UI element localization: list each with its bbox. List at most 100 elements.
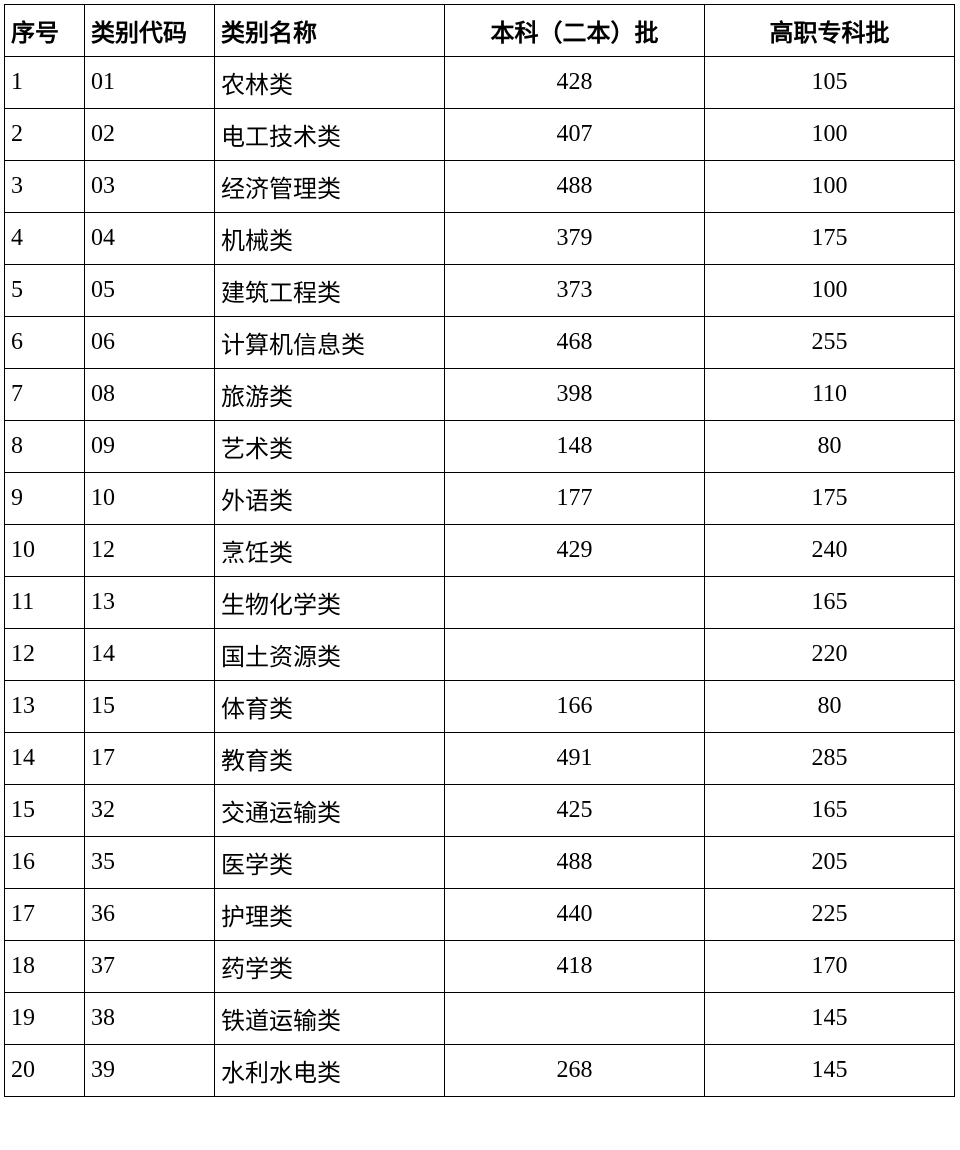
table-row: 809艺术类14880 (5, 421, 955, 473)
cell-gz: 175 (705, 213, 955, 265)
cell-code: 03 (85, 161, 215, 213)
table-row: 1315体育类16680 (5, 681, 955, 733)
cell-gz: 205 (705, 837, 955, 889)
table-body: 101农林类428105202电工技术类407100303经济管理类488100… (5, 57, 955, 1097)
cell-code: 37 (85, 941, 215, 993)
cell-name: 水利水电类 (215, 1045, 445, 1097)
table-row: 1532交通运输类425165 (5, 785, 955, 837)
cell-seq: 14 (5, 733, 85, 785)
cell-code: 35 (85, 837, 215, 889)
col-header-gz: 高职专科批 (705, 5, 955, 57)
cell-seq: 6 (5, 317, 85, 369)
table-row: 1635医学类488205 (5, 837, 955, 889)
cell-bk: 429 (445, 525, 705, 577)
cell-seq: 2 (5, 109, 85, 161)
col-header-code: 类别代码 (85, 5, 215, 57)
cell-name: 农林类 (215, 57, 445, 109)
cell-gz: 225 (705, 889, 955, 941)
col-header-name: 类别名称 (215, 5, 445, 57)
table-row: 1214国土资源类 220 (5, 629, 955, 681)
table-row: 1938铁道运输类145 (5, 993, 955, 1045)
cell-gz: 100 (705, 161, 955, 213)
cell-bk: 177 (445, 473, 705, 525)
cell-name: 建筑工程类 (215, 265, 445, 317)
cell-name: 经济管理类 (215, 161, 445, 213)
table-row: 1837药学类418170 (5, 941, 955, 993)
cell-code: 15 (85, 681, 215, 733)
cell-seq: 20 (5, 1045, 85, 1097)
cell-gz: 285 (705, 733, 955, 785)
cell-code: 39 (85, 1045, 215, 1097)
col-header-seq: 序号 (5, 5, 85, 57)
cell-code: 04 (85, 213, 215, 265)
cell-bk: 268 (445, 1045, 705, 1097)
cell-seq: 9 (5, 473, 85, 525)
cell-code: 36 (85, 889, 215, 941)
cell-bk (445, 993, 705, 1045)
cell-seq: 3 (5, 161, 85, 213)
cell-bk: 491 (445, 733, 705, 785)
cell-name: 交通运输类 (215, 785, 445, 837)
table-row: 1012烹饪类429240 (5, 525, 955, 577)
cell-name: 教育类 (215, 733, 445, 785)
cell-gz: 165 (705, 577, 955, 629)
table-row: 303经济管理类488100 (5, 161, 955, 213)
cell-name: 医学类 (215, 837, 445, 889)
table-row: 1417教育类491285 (5, 733, 955, 785)
cell-code: 05 (85, 265, 215, 317)
cell-seq: 18 (5, 941, 85, 993)
cell-bk: 488 (445, 837, 705, 889)
cell-code: 09 (85, 421, 215, 473)
cell-gz: 105 (705, 57, 955, 109)
cell-code: 02 (85, 109, 215, 161)
cell-seq: 7 (5, 369, 85, 421)
cell-seq: 16 (5, 837, 85, 889)
cell-bk: 428 (445, 57, 705, 109)
cell-bk: 148 (445, 421, 705, 473)
cell-bk: 379 (445, 213, 705, 265)
cell-gz: 145 (705, 1045, 955, 1097)
cell-code: 13 (85, 577, 215, 629)
cell-bk (445, 629, 705, 681)
cell-code: 10 (85, 473, 215, 525)
cell-seq: 5 (5, 265, 85, 317)
table-row: 1736护理类440225 (5, 889, 955, 941)
cell-gz: 170 (705, 941, 955, 993)
cell-gz: 240 (705, 525, 955, 577)
cell-name: 国土资源类 (215, 629, 445, 681)
cell-name: 外语类 (215, 473, 445, 525)
cell-gz: 110 (705, 369, 955, 421)
cell-code: 08 (85, 369, 215, 421)
cell-gz: 100 (705, 265, 955, 317)
cell-seq: 10 (5, 525, 85, 577)
cell-bk: 418 (445, 941, 705, 993)
cell-name: 铁道运输类 (215, 993, 445, 1045)
cell-code: 01 (85, 57, 215, 109)
table-row: 2039水利水电类268145 (5, 1045, 955, 1097)
cell-name: 计算机信息类 (215, 317, 445, 369)
cell-name: 旅游类 (215, 369, 445, 421)
table-row: 505建筑工程类373100 (5, 265, 955, 317)
cell-code: 38 (85, 993, 215, 1045)
cell-name: 护理类 (215, 889, 445, 941)
cell-code: 14 (85, 629, 215, 681)
cell-gz: 220 (705, 629, 955, 681)
cell-seq: 17 (5, 889, 85, 941)
cell-name: 电工技术类 (215, 109, 445, 161)
cell-code: 12 (85, 525, 215, 577)
cell-gz: 80 (705, 421, 955, 473)
cell-code: 32 (85, 785, 215, 837)
cell-seq: 19 (5, 993, 85, 1045)
cell-bk: 440 (445, 889, 705, 941)
cell-seq: 12 (5, 629, 85, 681)
cell-code: 17 (85, 733, 215, 785)
cell-gz: 255 (705, 317, 955, 369)
cell-gz: 165 (705, 785, 955, 837)
table-row: 708旅游类398110 (5, 369, 955, 421)
cell-name: 机械类 (215, 213, 445, 265)
cell-seq: 1 (5, 57, 85, 109)
table-row: 202电工技术类407100 (5, 109, 955, 161)
cell-bk: 468 (445, 317, 705, 369)
cell-code: 06 (85, 317, 215, 369)
table-row: 606计算机信息类468255 (5, 317, 955, 369)
